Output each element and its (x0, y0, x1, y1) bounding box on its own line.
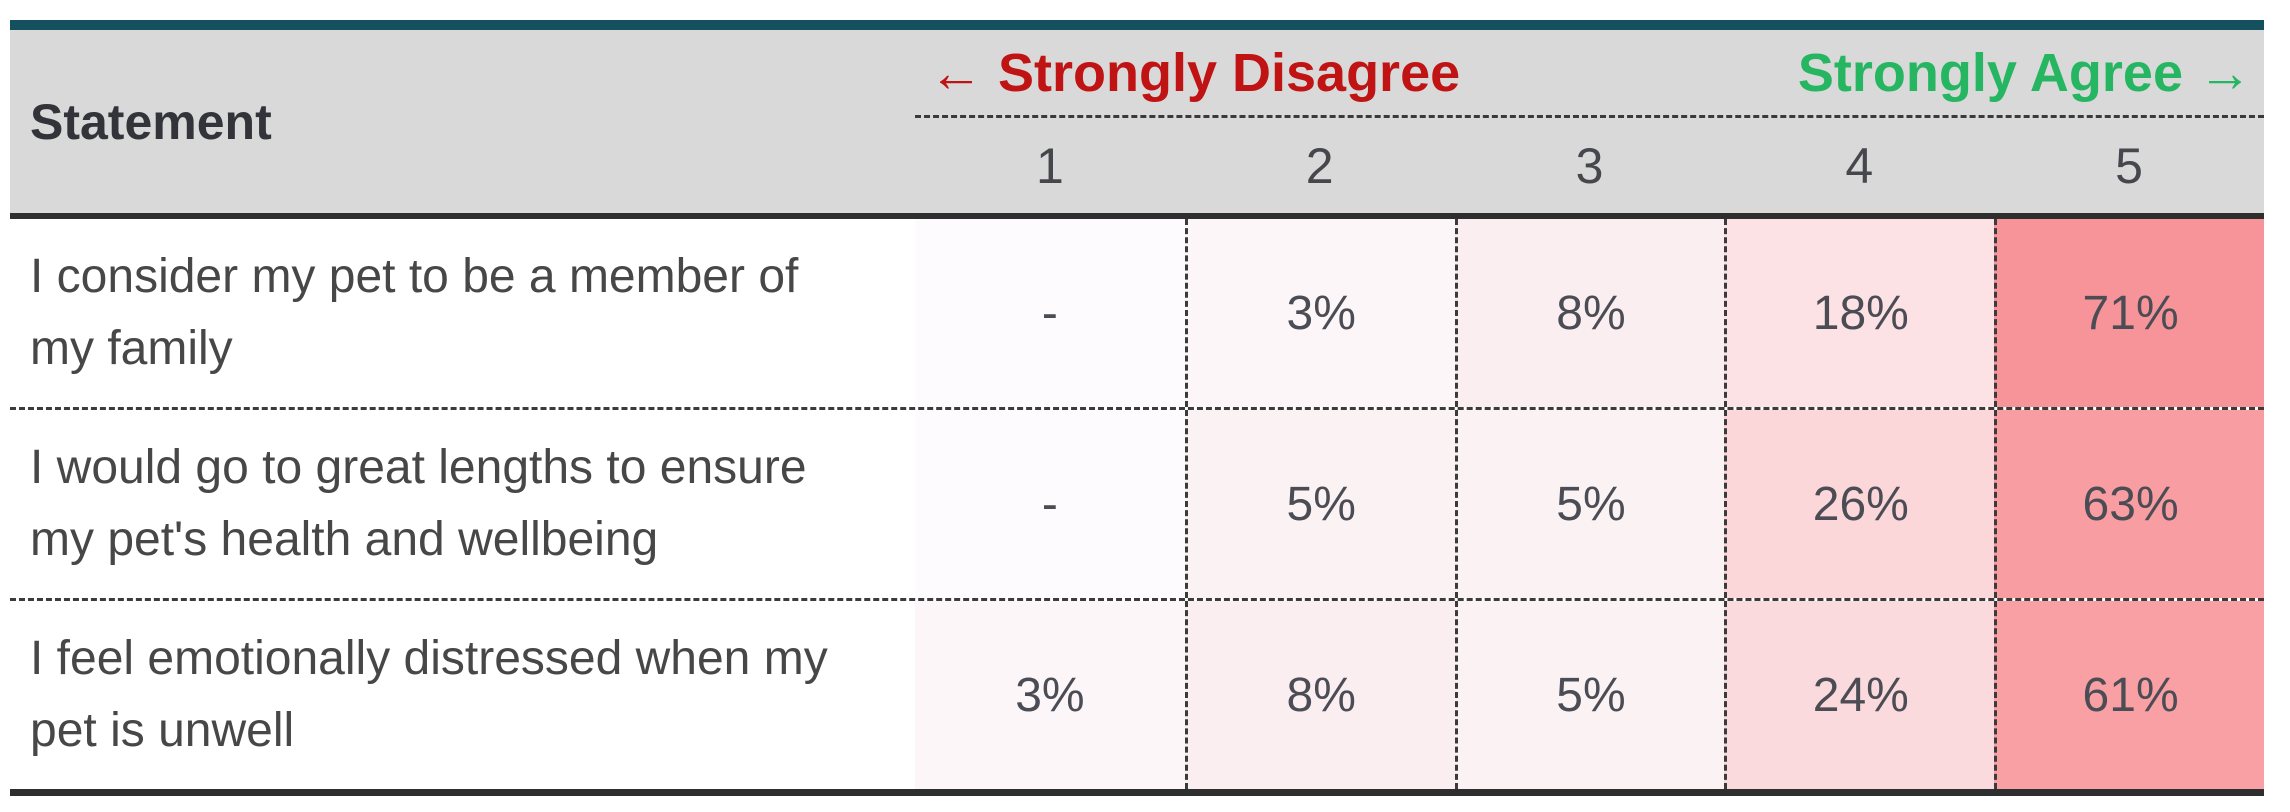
strongly-agree-label: Strongly Agree → (1797, 42, 2252, 103)
likert-cell: 5% (1184, 410, 1455, 598)
statement-column-header: Statement (30, 93, 272, 150)
likert-cell: 3% (915, 601, 1185, 789)
scale-number-3: 3 (1575, 137, 1604, 194)
table-row: I feel emotionally distressed when my pe… (10, 601, 2264, 789)
scale-number-5: 5 (2115, 137, 2143, 194)
likert-cell: 5% (1454, 410, 1725, 598)
statement-text: I would go to great lengths to ensure my… (30, 441, 807, 566)
likert-cell: 18% (1724, 219, 1995, 407)
likert-cell: 5% (1454, 601, 1725, 789)
likert-cell: 26% (1724, 410, 1995, 598)
scale-number-1: 1 (1035, 137, 1064, 194)
table-top-rule (10, 20, 2264, 30)
likert-cell: 8% (1454, 219, 1725, 407)
statement-text: I consider my pet to be a member of my f… (30, 250, 799, 375)
likert-cell: 3% (1184, 219, 1455, 407)
likert-cell: 71% (1994, 219, 2264, 407)
likert-cell: 24% (1724, 601, 1995, 789)
likert-cell: 61% (1994, 601, 2264, 789)
table-row: I would go to great lengths to ensure my… (10, 410, 2264, 601)
scale-direction-labels: ← Strongly Disagree Strongly Agree → (915, 30, 2264, 118)
likert-cell: - (915, 219, 1185, 407)
table-header: Statement ← Strongly Disagree Strongly A… (10, 30, 2264, 219)
strongly-disagree-label: ← Strongly Disagree (929, 42, 1461, 103)
likert-cell: 63% (1994, 410, 2264, 598)
likert-cell: - (915, 410, 1185, 598)
scale-number-4: 4 (1845, 137, 1874, 194)
likert-cell: 8% (1184, 601, 1455, 789)
statement-text: I feel emotionally distressed when my pe… (30, 632, 828, 757)
table-row: I consider my pet to be a member of my f… (10, 219, 2264, 410)
scale-number-2: 2 (1305, 137, 1334, 194)
likert-scale-table: Statement ← Strongly Disagree Strongly A… (10, 20, 2264, 796)
